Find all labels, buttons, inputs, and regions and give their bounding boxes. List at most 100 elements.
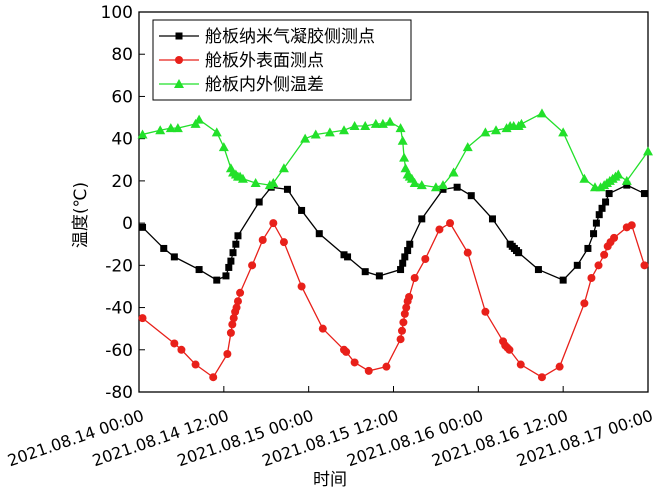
marker <box>643 146 653 156</box>
marker <box>400 163 411 173</box>
marker <box>344 253 352 261</box>
marker <box>613 169 624 179</box>
legend-label: 舱板内外侧温差 <box>205 75 324 95</box>
marker <box>402 303 411 312</box>
marker <box>536 108 547 118</box>
marker <box>598 204 606 212</box>
marker <box>594 261 603 270</box>
marker <box>555 362 564 371</box>
y-tick-label: -40 <box>105 299 133 319</box>
marker <box>232 240 240 248</box>
marker <box>605 190 613 198</box>
legend-label: 舱板外表面测点 <box>205 51 324 71</box>
marker <box>397 266 405 274</box>
y-tick-label: 20 <box>111 172 133 192</box>
marker <box>640 261 649 270</box>
marker <box>255 198 263 206</box>
marker <box>437 180 448 190</box>
marker <box>139 223 147 231</box>
marker <box>439 185 447 193</box>
marker <box>421 255 430 263</box>
marker <box>250 178 261 187</box>
marker <box>209 373 218 382</box>
marker <box>405 293 414 301</box>
series-line <box>142 184 645 281</box>
marker <box>418 215 426 223</box>
y-tick-label: 40 <box>111 130 133 150</box>
marker <box>297 282 306 291</box>
marker <box>213 276 221 284</box>
marker <box>399 259 407 267</box>
marker <box>590 230 598 238</box>
marker <box>516 118 527 128</box>
marker <box>298 206 306 214</box>
series-line <box>142 221 646 379</box>
marker <box>559 276 567 284</box>
marker <box>453 183 461 191</box>
marker <box>488 215 496 223</box>
y-tick-label: 80 <box>111 45 133 65</box>
y-tick-label: -60 <box>105 341 133 361</box>
marker <box>360 121 371 130</box>
marker <box>232 303 241 312</box>
marker <box>580 299 589 308</box>
marker <box>410 274 419 282</box>
marker <box>228 320 237 329</box>
marker <box>223 350 232 358</box>
marker <box>516 360 525 369</box>
marker <box>397 326 406 335</box>
y-tick-label: 100 <box>101 3 133 23</box>
marker <box>172 123 183 133</box>
marker <box>248 261 257 270</box>
marker <box>505 345 514 354</box>
marker <box>318 324 327 333</box>
marker <box>195 266 203 274</box>
marker <box>283 185 291 193</box>
marker <box>222 272 230 280</box>
marker <box>446 219 455 228</box>
marker <box>233 297 242 306</box>
marker <box>268 178 279 187</box>
y-tick-label: 60 <box>111 87 133 107</box>
marker <box>587 274 596 282</box>
marker <box>170 253 178 261</box>
marker <box>640 190 648 198</box>
marker <box>278 163 289 173</box>
marker <box>138 314 147 323</box>
marker <box>236 288 245 297</box>
y-tick-label: -80 <box>105 383 133 403</box>
marker <box>573 261 581 269</box>
marker <box>227 257 235 265</box>
marker <box>592 219 600 227</box>
marker <box>384 116 395 126</box>
series <box>138 219 649 382</box>
marker <box>537 373 546 382</box>
marker <box>481 307 490 316</box>
marker <box>324 127 335 137</box>
marker <box>370 118 381 128</box>
marker <box>226 328 235 337</box>
marker <box>409 178 420 187</box>
marker <box>610 233 619 242</box>
marker <box>234 232 242 240</box>
marker <box>627 221 636 230</box>
marker <box>339 125 350 135</box>
marker <box>623 181 631 189</box>
marker <box>462 142 473 152</box>
marker <box>218 142 229 152</box>
marker <box>404 247 412 255</box>
marker <box>399 318 408 327</box>
marker <box>579 173 590 183</box>
marker <box>340 251 348 259</box>
marker <box>595 211 603 219</box>
marker <box>491 125 502 135</box>
marker <box>194 114 205 124</box>
marker <box>191 360 200 369</box>
series <box>139 181 648 284</box>
y-axis-label: 温度(℃) <box>71 182 91 248</box>
marker <box>382 362 391 371</box>
marker <box>621 175 632 185</box>
marker <box>258 236 267 244</box>
marker <box>225 263 233 271</box>
